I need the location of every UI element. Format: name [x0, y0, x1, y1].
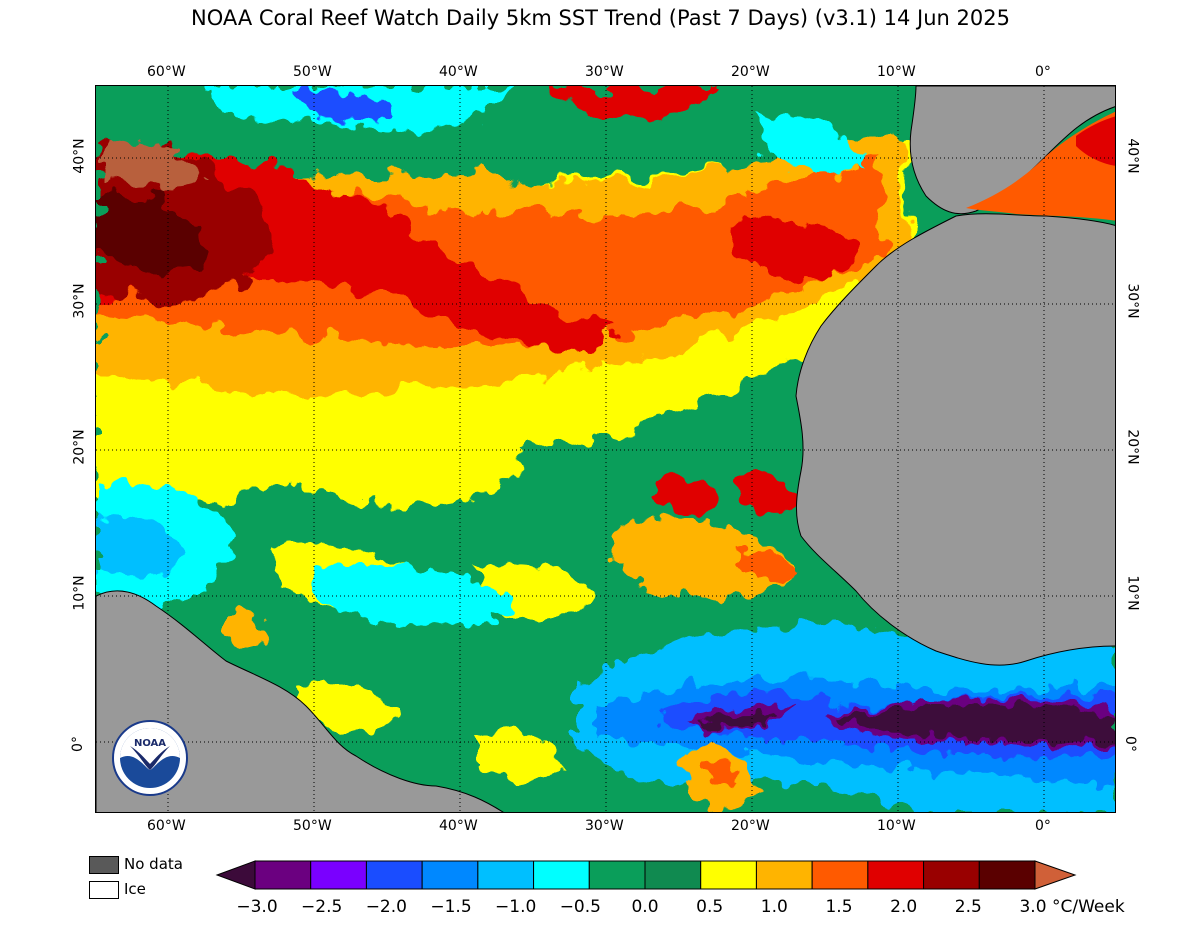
lat-label-left: 20°N — [71, 429, 88, 465]
colorbar-tick-label: 1.0 — [760, 897, 788, 917]
tropical-orange-1 — [610, 518, 796, 598]
colorbar-unit: °C/Week — [1052, 897, 1125, 917]
lon-label-top: 0° — [1035, 64, 1051, 80]
south-warm-patch-red — [706, 759, 736, 787]
lon-label-bottom: 30°W — [585, 818, 624, 834]
tropical-yellow-1 — [256, 412, 520, 506]
sst-trend-map: NOAA — [95, 85, 1116, 813]
center-cyan-patch — [310, 562, 516, 627]
lon-label-bottom: 10°W — [877, 818, 916, 834]
colorbar-segment — [254, 860, 312, 890]
lat-label-left: 0° — [69, 736, 86, 752]
tropical-yellow-5 — [476, 732, 566, 781]
tropical-yellow-4 — [296, 682, 396, 732]
cool-patch-north-blue — [296, 89, 396, 121]
warm-spot-top — [546, 86, 716, 122]
lat-label-right: 10°N — [1124, 575, 1141, 611]
colorbar-tick-label: −0.5 — [559, 897, 601, 917]
lat-label-left: 30°N — [71, 283, 88, 319]
colorbar-tick-label: 2.0 — [890, 897, 918, 917]
ice-swatch — [89, 881, 119, 899]
lat-label-right: 0° — [1121, 736, 1138, 752]
colorbar-segment — [923, 860, 980, 890]
lon-label-bottom: 50°W — [293, 818, 332, 834]
colorbar-tick-label: 2.5 — [954, 897, 982, 917]
lon-label-top: 50°W — [293, 64, 332, 80]
lon-label-top: 60°W — [147, 64, 186, 80]
colorbar-segment — [644, 860, 702, 890]
lat-label-right: 40°N — [1124, 138, 1141, 174]
lat-label-right: 20°N — [1124, 429, 1141, 465]
iberia-land — [909, 86, 1115, 215]
warm-band-darkest — [96, 193, 208, 277]
colorbar-segment — [700, 860, 757, 890]
colorbar-tick-label: −2.5 — [301, 897, 343, 917]
colorbar — [215, 860, 1077, 890]
lon-label-bottom: 20°W — [731, 818, 770, 834]
colorbar-tick-label: 0.5 — [696, 897, 724, 917]
lon-label-bottom: 60°W — [147, 818, 186, 834]
colorbar-segment — [811, 860, 869, 890]
colorbar-min-arrow — [215, 860, 256, 890]
cool-patch-mid-north — [756, 113, 866, 172]
ice-label: Ice — [124, 880, 146, 898]
lon-label-bottom: 0° — [1035, 818, 1051, 834]
mediterranean-red — [1076, 116, 1115, 166]
tropical-orange-2 — [226, 612, 268, 645]
equatorial-darkpurple — [696, 704, 1115, 742]
south-america-land — [96, 590, 504, 812]
colorbar-tick-label: −3.0 — [236, 897, 278, 917]
graticule — [96, 86, 1115, 812]
noaa-logo-text: NOAA — [134, 738, 166, 749]
lat-label-right: 30°N — [1124, 283, 1141, 319]
colorbar-segment — [755, 860, 813, 890]
lon-label-top: 10°W — [877, 64, 916, 80]
chart-title: NOAA Coral Reef Watch Daily 5km SST Tren… — [191, 6, 1010, 30]
lat-label-left: 40°N — [71, 138, 88, 174]
lat-label-left: 10°N — [71, 575, 88, 611]
colorbar-segment — [421, 860, 479, 890]
tropical-red-2 — [736, 472, 801, 515]
west-lightblue-patch — [96, 515, 186, 578]
nodata-label: No data — [124, 855, 183, 873]
nodata-swatch — [89, 856, 119, 874]
colorbar-tick-label: 0.0 — [631, 897, 659, 917]
tropical-red-1 — [656, 477, 721, 516]
colorbar-tick-label: −2.0 — [365, 897, 407, 917]
africa-land — [795, 213, 1115, 666]
colorbar-tick-label: 3.0 — [1019, 897, 1047, 917]
noaa-logo: NOAA — [112, 720, 188, 796]
warm-spot-north — [733, 217, 856, 280]
colorbar-max-arrow — [1034, 860, 1077, 890]
tropical-red-3 — [736, 551, 796, 581]
colorbar-segment — [310, 860, 367, 890]
lon-label-bottom: 40°W — [439, 818, 478, 834]
lon-label-top: 20°W — [731, 64, 770, 80]
colorbar-tick-label: 1.5 — [825, 897, 853, 917]
colorbar-segment — [477, 860, 535, 890]
lon-label-top: 40°W — [439, 64, 478, 80]
cool-patch-brown — [106, 142, 206, 188]
colorbar-segment — [533, 860, 590, 890]
colorbar-segment — [978, 860, 1036, 890]
colorbar-segment — [588, 860, 646, 890]
colorbar-segment — [365, 860, 423, 890]
lon-label-top: 30°W — [585, 64, 624, 80]
colorbar-tick-label: −1.0 — [495, 897, 537, 917]
colorbar-tick-label: −1.5 — [430, 897, 472, 917]
colorbar-segment — [867, 860, 925, 890]
land-africa-iberia — [96, 86, 1115, 812]
